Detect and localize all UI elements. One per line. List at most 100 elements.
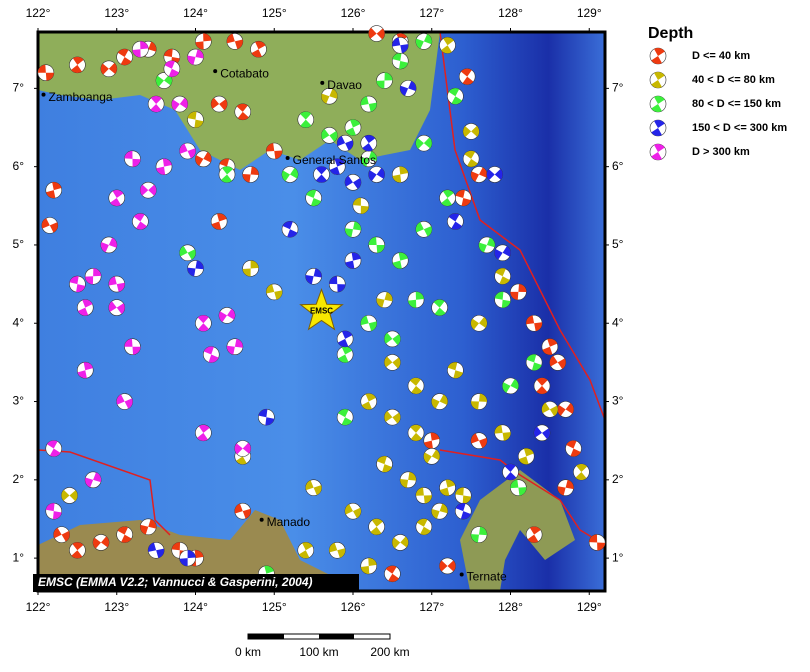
beachball-quadrant	[266, 143, 283, 159]
beachball	[454, 502, 472, 520]
x-tick-label: 129°	[577, 600, 602, 614]
beachball	[124, 150, 141, 168]
beachball	[391, 166, 409, 183]
city-label: Ternate	[467, 570, 507, 584]
x-tick-label: 123°	[104, 6, 129, 20]
beachball-quadrant	[164, 60, 180, 77]
beachball	[415, 487, 433, 504]
beachball	[447, 213, 464, 230]
beachball-quadrant	[376, 292, 393, 308]
scale-label: 0 km	[235, 645, 261, 659]
beachball	[210, 95, 228, 113]
beachball	[494, 267, 511, 285]
beachball-quadrant	[78, 299, 93, 316]
beachball	[195, 33, 212, 50]
beachball	[242, 166, 259, 183]
beachball-quadrant	[471, 393, 487, 410]
beachball-quadrant	[409, 377, 423, 394]
beachball	[376, 72, 393, 89]
beachball-quadrant	[226, 33, 243, 50]
beachball	[391, 37, 409, 54]
beachball-quadrant	[338, 409, 353, 426]
beachball	[69, 56, 86, 74]
beachball-quadrant	[433, 299, 446, 316]
beachball	[61, 487, 78, 504]
beachball	[328, 158, 346, 175]
beachball-quadrant	[463, 125, 480, 138]
beachball	[407, 377, 425, 395]
beachball-quadrant	[197, 315, 209, 332]
beachball-quadrant	[117, 49, 132, 66]
beachball-quadrant	[150, 96, 162, 113]
beachball	[368, 166, 385, 183]
beachball-quadrant	[140, 519, 157, 535]
beachball	[100, 60, 118, 78]
beachball	[226, 33, 244, 50]
beachball-quadrant	[368, 27, 385, 40]
beachball	[45, 440, 63, 457]
beachball-quadrant	[542, 338, 558, 355]
beachball	[458, 68, 476, 85]
beachball-quadrant	[566, 440, 581, 457]
beachball	[510, 479, 527, 496]
beachball	[139, 181, 157, 199]
x-tick-label: 128°	[498, 600, 523, 614]
beachball-quadrant	[329, 276, 346, 293]
x-tick-label: 124°	[183, 6, 208, 20]
beachball	[360, 134, 378, 152]
beachball	[407, 424, 425, 442]
beachball-quadrant	[258, 409, 275, 426]
beachball	[234, 103, 252, 121]
beachball-quadrant	[117, 526, 132, 543]
beachball-quadrant	[345, 175, 361, 189]
legend-swatch	[649, 71, 667, 89]
x-tick-label: 124°	[183, 600, 208, 614]
beachball-quadrant	[148, 542, 165, 558]
beachball	[336, 346, 354, 363]
beachball	[376, 455, 393, 473]
beachball-quadrant	[195, 33, 212, 50]
beachball	[344, 252, 362, 269]
beachball-quadrant	[361, 393, 376, 410]
beachball-quadrant	[344, 221, 362, 238]
trench	[439, 449, 606, 546]
beachball	[557, 401, 574, 418]
city-label: Manado	[267, 515, 311, 529]
beachball	[202, 346, 220, 363]
beachball	[447, 361, 464, 379]
scale-label: 200 km	[370, 645, 409, 659]
star	[299, 288, 344, 331]
legend-swatch	[649, 119, 667, 137]
beachball-quadrant	[439, 560, 456, 572]
beachball	[368, 518, 385, 536]
beachball-quadrant	[651, 48, 665, 64]
legend-swatch	[649, 143, 667, 161]
beachball-quadrant	[368, 236, 385, 253]
city-dot	[459, 572, 464, 577]
beachball	[281, 166, 299, 183]
beachball	[187, 48, 204, 66]
beachball	[218, 307, 236, 324]
x-tick-label: 122°	[26, 600, 51, 614]
beachball-quadrant	[315, 166, 328, 183]
beachball	[447, 87, 464, 105]
beachball	[525, 526, 543, 543]
beachball-quadrant	[85, 268, 102, 285]
beachball-quadrant	[338, 346, 353, 363]
beachball-quadrant	[321, 128, 338, 142]
beachball	[92, 534, 110, 551]
beachball-quadrant	[448, 88, 463, 105]
beachball	[210, 213, 228, 230]
beachball-quadrant	[179, 245, 196, 260]
beachball-quadrant	[392, 52, 409, 69]
beachball-quadrant	[377, 456, 392, 473]
city-label: General Santos	[293, 153, 376, 167]
beachball	[171, 95, 189, 113]
beachball	[384, 354, 401, 371]
beachball	[494, 424, 511, 442]
beachball-quadrant	[510, 479, 527, 496]
beachball-quadrant	[392, 37, 409, 54]
beachball	[423, 448, 441, 465]
beachball-quadrant	[156, 74, 173, 87]
beachball-quadrant	[486, 168, 503, 181]
